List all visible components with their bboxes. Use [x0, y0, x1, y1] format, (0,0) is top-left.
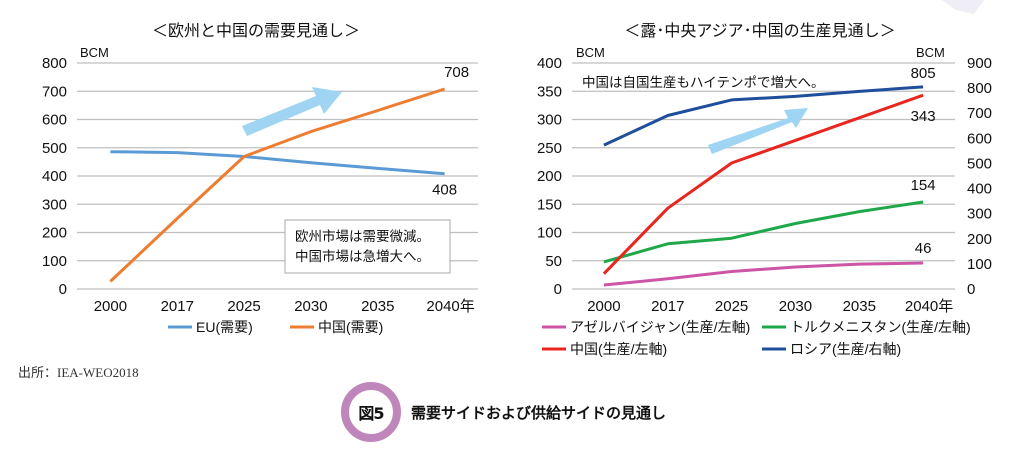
y-axis-right-unit-label: BCM	[916, 45, 945, 60]
legend-label: トルクメニスタン(生産/左軸)	[790, 319, 971, 335]
y-right-tick-label: 0	[967, 281, 975, 298]
x-tick-label: 2030	[294, 298, 327, 315]
annotation-text: 中国は自国生産もハイテンポで増大へ。	[582, 75, 824, 90]
y-tick-label: 100	[42, 253, 67, 270]
series-line-0	[110, 150, 445, 176]
series-line-1	[109, 87, 446, 283]
y-right-tick-label: 900	[967, 55, 992, 72]
series-line-0	[603, 261, 924, 287]
x-tick-label: 2035	[361, 298, 394, 315]
annotation-box	[284, 219, 451, 274]
series-line-2	[602, 93, 924, 275]
x-tick-label: 2035	[843, 298, 876, 315]
y-right-tick-label: 600	[967, 130, 992, 147]
y-right-tick-label: 400	[967, 181, 992, 198]
x-tick-label: 2017	[651, 298, 684, 315]
increase-arrow	[242, 87, 342, 136]
y-tick-label: 150	[537, 196, 562, 213]
y-axis-unit-label: BCM	[576, 45, 605, 60]
y-tick-label: 50	[545, 253, 562, 270]
demand-chart: ＜欧州と中国の需要見通し＞ BCM 0 100 200 300 400 500 600 700 80…	[42, 22, 478, 335]
x-tick-label: 2030	[779, 298, 812, 315]
legend-label: EU(需要)	[196, 319, 253, 335]
chart-title: ＜露･中央アジア･中国の生産見通し＞	[624, 22, 895, 40]
annotation-text: 欧州市場は需要微減。	[295, 228, 430, 244]
y-tick-label: 400	[537, 55, 562, 72]
x-tick-label: 2000	[94, 298, 127, 315]
production-chart: ＜露･中央アジア･中国の生産見通し＞ BCM BCM 0 50 100 150 200 250 3…	[537, 22, 992, 357]
y-tick-label: 300	[42, 196, 67, 213]
chart-title: ＜欧州と中国の需要見通し＞	[152, 22, 360, 40]
data-label: 343	[911, 108, 936, 125]
increase-arrow	[708, 108, 808, 154]
y-tick-label: 250	[537, 140, 562, 157]
y-tick-label: 800	[42, 55, 67, 72]
source-note: 出所：IEA-WEO2018	[18, 365, 139, 380]
x-tick-label: 2040年	[905, 298, 953, 315]
x-tick-label: 2025	[715, 298, 748, 315]
figure-number: 図5	[358, 404, 384, 423]
x-tick-label: 2000	[587, 298, 620, 315]
y-right-tick-label: 200	[967, 231, 992, 248]
legend-label: ロシア(生産/右軸)	[790, 341, 901, 357]
y-tick-label: 100	[537, 225, 562, 242]
y-tick-label: 350	[537, 83, 562, 100]
y-right-tick-label: 700	[967, 105, 992, 122]
y-axis-unit-label: BCM	[80, 45, 109, 60]
data-label: 154	[911, 177, 936, 194]
legend-label: 中国(需要)	[318, 319, 383, 335]
y-tick-label: 200	[537, 168, 562, 185]
y-tick-label: 200	[42, 225, 67, 242]
y-tick-label: 700	[42, 83, 67, 100]
corner-decoration	[942, 0, 984, 14]
x-tick-label: 2040年	[426, 298, 474, 315]
series-line-1	[603, 200, 924, 264]
y-right-tick-label: 500	[967, 155, 992, 172]
figure-caption: 図5 需要サイドおよび供給サイドの見通し	[341, 382, 667, 442]
figure-title: 需要サイドおよび供給サイドの見通し	[411, 403, 667, 422]
data-label: 408	[432, 182, 457, 199]
data-label: 708	[444, 64, 469, 81]
annotation-text: 中国市場は急増大へ。	[295, 248, 430, 264]
y-tick-label: 300	[537, 112, 562, 129]
y-right-tick-label: 800	[967, 80, 992, 97]
legend-label: アゼルバイジャン(生産/左軸)	[570, 319, 750, 335]
y-right-tick-label: 300	[967, 206, 992, 223]
x-tick-label: 2025	[227, 298, 260, 315]
y-tick-label: 500	[42, 140, 67, 157]
y-tick-label: 0	[59, 281, 67, 298]
y-tick-label: 0	[554, 281, 562, 298]
data-label: 805	[911, 65, 936, 82]
figure-number-badge: 図5	[341, 382, 401, 442]
series-line-3	[603, 85, 924, 147]
y-tick-label: 600	[42, 112, 67, 129]
legend-label: 中国(生産/左軸)	[570, 341, 667, 357]
y-right-tick-label: 100	[967, 256, 992, 273]
y-tick-label: 400	[42, 168, 67, 185]
x-tick-label: 2017	[161, 298, 194, 315]
data-label: 46	[915, 240, 932, 257]
